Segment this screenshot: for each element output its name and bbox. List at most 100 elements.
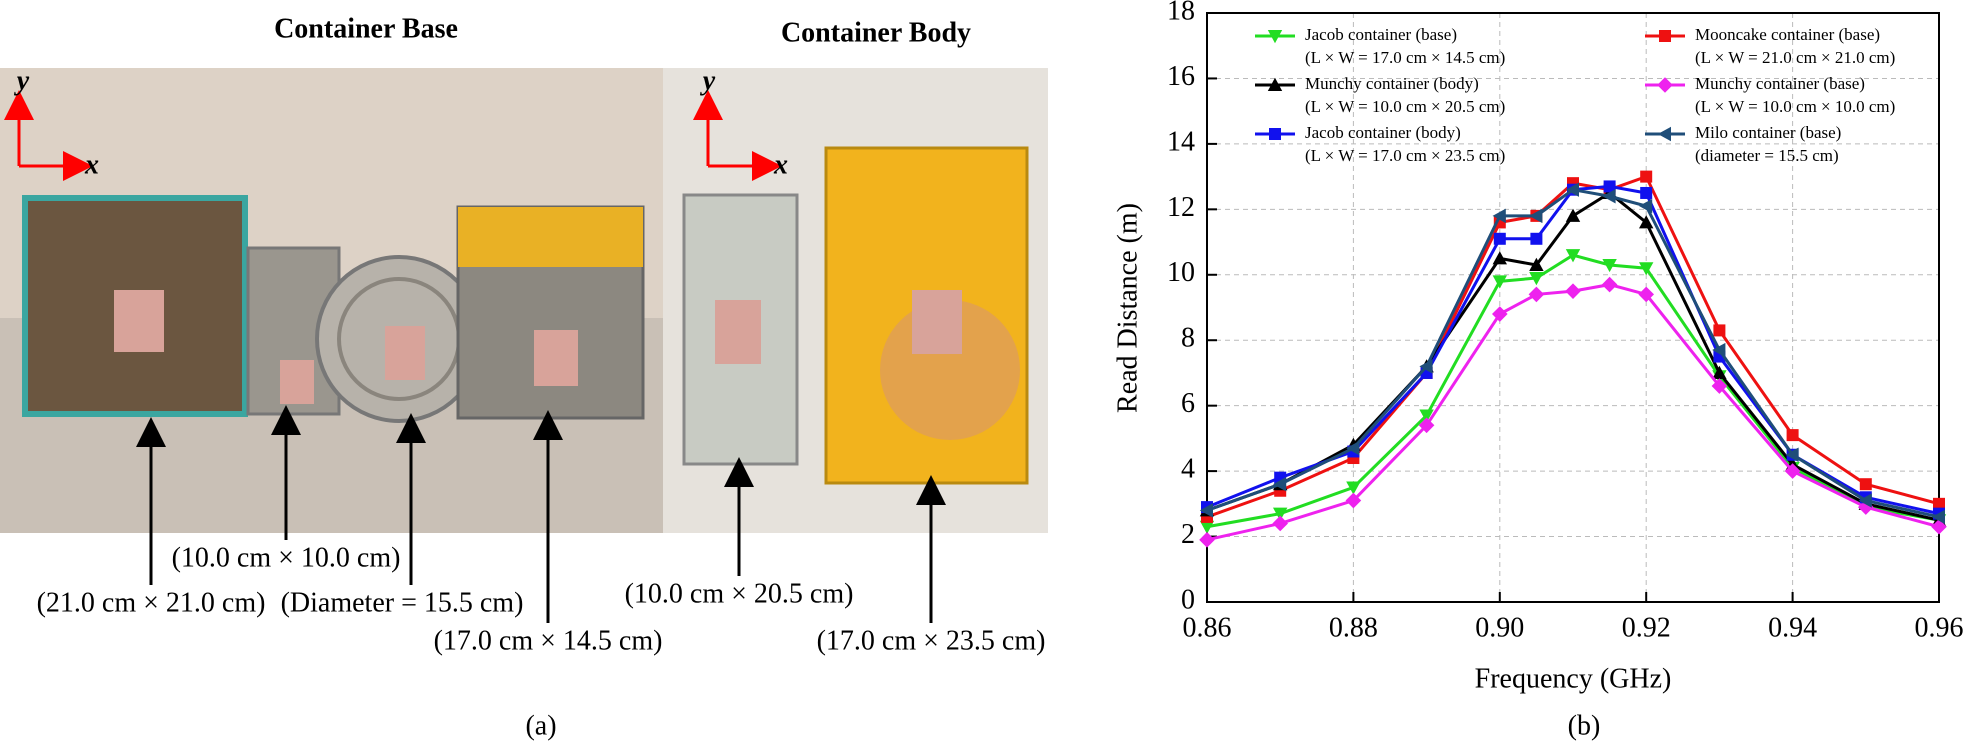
photo-axes bbox=[3, 90, 782, 181]
x-axis-label: Frequency (GHz) bbox=[1475, 663, 1672, 694]
dimension-label: (21.0 cm × 21.0 cm) bbox=[37, 587, 266, 618]
point bbox=[1273, 477, 1287, 492]
y-tick-label: 16 bbox=[1167, 61, 1195, 92]
dimension-label: (10.0 cm × 20.5 cm) bbox=[625, 578, 854, 609]
y-tick-label: 6 bbox=[1181, 388, 1195, 419]
point bbox=[1565, 283, 1581, 299]
point bbox=[1529, 257, 1544, 271]
point bbox=[1640, 186, 1653, 199]
legend-sub: (L × W = 17.0 cm × 14.5 cm) bbox=[1305, 48, 1505, 67]
y-tick-label: 14 bbox=[1167, 126, 1195, 157]
point bbox=[1346, 441, 1360, 456]
legend-marker bbox=[1269, 128, 1281, 140]
point bbox=[1199, 532, 1215, 548]
point bbox=[1492, 208, 1506, 224]
y-tick-label: 2 bbox=[1181, 519, 1195, 550]
point bbox=[1639, 215, 1654, 229]
dimension-label: (17.0 cm × 23.5 cm) bbox=[817, 625, 1046, 656]
legend-marker bbox=[1267, 30, 1283, 44]
point bbox=[1345, 492, 1362, 509]
point bbox=[1272, 515, 1288, 532]
x-tick-label: 0.96 bbox=[1915, 612, 1964, 643]
point bbox=[1602, 258, 1617, 273]
legend-sub: (L × W = 17.0 cm × 23.5 cm) bbox=[1305, 146, 1505, 165]
panel-title: Container Base bbox=[274, 13, 458, 44]
legend-marker bbox=[1657, 126, 1671, 142]
legend-marker bbox=[1657, 77, 1673, 93]
y-tick-label: 18 bbox=[1167, 0, 1195, 26]
point bbox=[1529, 208, 1543, 224]
point bbox=[1602, 189, 1616, 204]
photo-body bbox=[663, 68, 1048, 533]
point bbox=[1859, 478, 1872, 491]
point bbox=[1713, 324, 1726, 337]
point bbox=[1492, 251, 1507, 265]
point bbox=[1565, 182, 1579, 197]
point bbox=[1565, 208, 1581, 222]
point bbox=[1273, 507, 1288, 521]
photo-axis-y: y bbox=[14, 65, 30, 96]
point bbox=[1530, 232, 1543, 245]
panel-title: Container Body bbox=[781, 17, 971, 48]
point bbox=[1346, 481, 1361, 495]
point bbox=[1603, 180, 1616, 193]
point bbox=[1784, 463, 1801, 479]
point bbox=[1492, 275, 1507, 289]
legend-sub: (L × W = 10.0 cm × 20.5 cm) bbox=[1305, 97, 1505, 116]
pointer-arrows bbox=[136, 405, 946, 623]
y-tick-label: 0 bbox=[1181, 584, 1195, 615]
dimension-label: (10.0 cm × 10.0 cm) bbox=[172, 542, 401, 573]
point bbox=[1639, 198, 1653, 214]
x-tick-label: 0.90 bbox=[1475, 612, 1524, 643]
point bbox=[1933, 497, 1945, 510]
point bbox=[1419, 359, 1433, 374]
legend-label: Munchy container (body) bbox=[1305, 74, 1479, 93]
point bbox=[1931, 509, 1945, 525]
y-tick-label: 12 bbox=[1167, 192, 1195, 223]
dimension-label: (Diameter = 15.5 cm) bbox=[281, 587, 524, 618]
point bbox=[1785, 447, 1799, 462]
point bbox=[1640, 170, 1653, 183]
x-tick-label: 0.92 bbox=[1622, 612, 1671, 643]
panel-label: (a) bbox=[525, 710, 556, 741]
y-axis-label: Read Distance (m) bbox=[1112, 203, 1143, 413]
dimension-label: (17.0 cm × 14.5 cm) bbox=[434, 625, 663, 656]
point bbox=[1786, 429, 1799, 442]
legend-label: Jacob container (body) bbox=[1305, 123, 1461, 142]
photo-axis-x: x bbox=[84, 149, 99, 180]
x-tick-label: 0.88 bbox=[1329, 612, 1378, 643]
legend-label: Munchy container (base) bbox=[1695, 74, 1865, 93]
point bbox=[1601, 276, 1618, 293]
plot-frame bbox=[1206, 12, 1940, 603]
legend-sub: (L × W = 21.0 cm × 21.0 cm) bbox=[1695, 48, 1895, 67]
point bbox=[1638, 286, 1654, 303]
point bbox=[1418, 417, 1435, 434]
legend-label: Milo container (base) bbox=[1695, 123, 1841, 142]
y-tick-label: 10 bbox=[1167, 257, 1195, 288]
photo-axis-x: x bbox=[773, 149, 788, 180]
point bbox=[1712, 365, 1727, 379]
point bbox=[1492, 306, 1508, 322]
point bbox=[1565, 249, 1581, 263]
legend-marker bbox=[1267, 77, 1283, 91]
photo-axis-y: y bbox=[700, 65, 716, 96]
legend-sub: (diameter = 15.5 cm) bbox=[1695, 146, 1839, 165]
y-tick-label: 4 bbox=[1181, 454, 1195, 485]
legend-sub: (L × W = 10.0 cm × 10.0 cm) bbox=[1695, 97, 1895, 116]
point bbox=[1419, 409, 1434, 423]
y-tick-label: 8 bbox=[1181, 323, 1195, 354]
photo-base bbox=[0, 68, 663, 533]
x-tick-label: 0.94 bbox=[1768, 612, 1817, 643]
point bbox=[1639, 262, 1654, 276]
point bbox=[1529, 272, 1544, 286]
x-tick-label: 0.86 bbox=[1183, 612, 1232, 643]
point bbox=[1493, 232, 1506, 245]
point bbox=[1199, 520, 1215, 534]
series-line bbox=[1206, 188, 1940, 519]
point bbox=[1528, 286, 1545, 303]
point bbox=[1199, 503, 1213, 518]
legend-marker bbox=[1659, 30, 1671, 42]
legend-label: Jacob container (base) bbox=[1305, 25, 1457, 44]
point bbox=[1711, 378, 1728, 394]
